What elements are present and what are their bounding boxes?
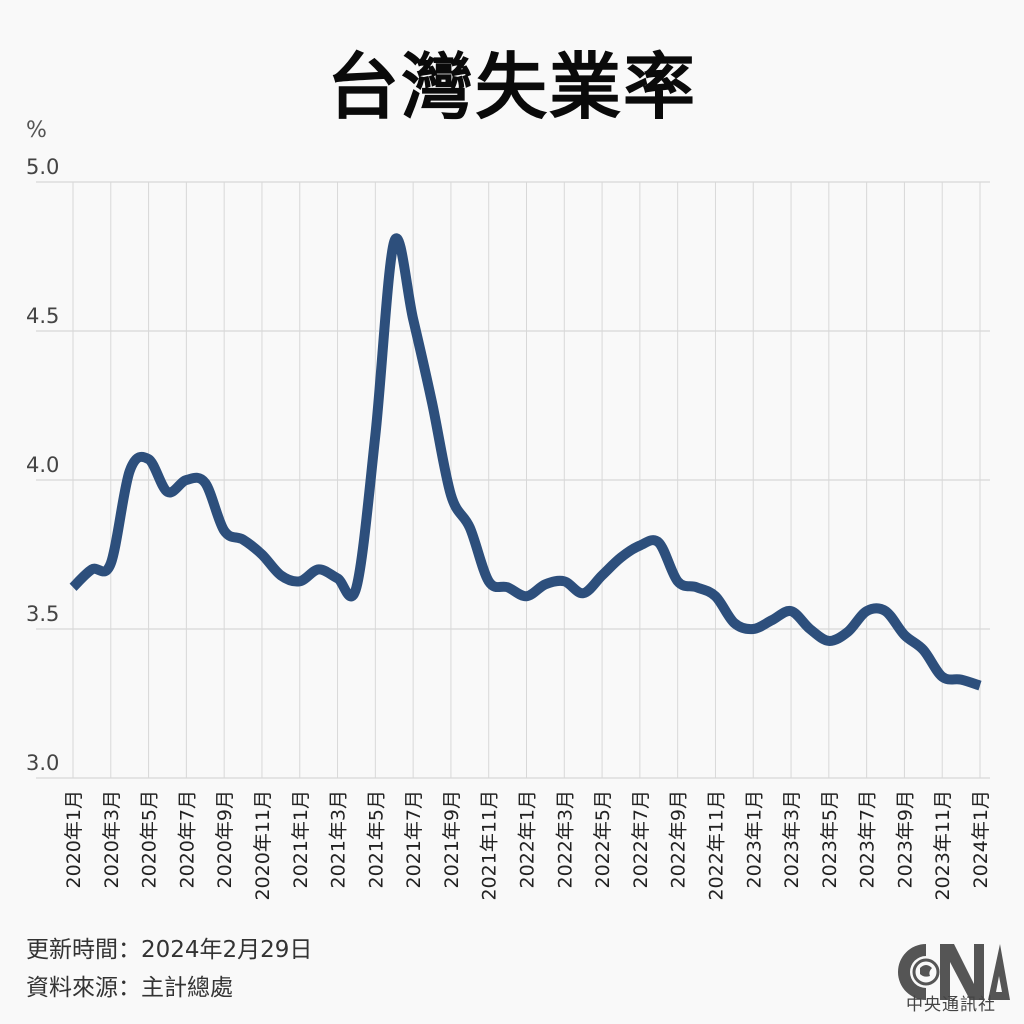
y-axis-unit: % (26, 118, 47, 143)
y-tick-label: 3.5 (26, 602, 59, 626)
data-source: 資料來源：主計總處 (26, 975, 233, 1001)
x-tick-label: 2021年5月 (365, 790, 387, 888)
chart-title: 台灣失業率 (326, 45, 697, 129)
line-chart: 3.0 3.5 4.0 4.5 5.0 2020年1月 2020年3月 2020年5月 2020… (26, 155, 992, 901)
x-tick-label: 2022年1月 (517, 790, 539, 888)
x-tick-label: 2021年7月 (403, 790, 425, 888)
x-tick-label: 2021年9月 (441, 790, 463, 888)
x-tick-label: 2022年5月 (592, 790, 614, 888)
x-tick-label: 2022年7月 (630, 790, 652, 888)
x-tick-label: 2020年1月 (63, 790, 85, 888)
x-tick-label: 2023年7月 (857, 790, 879, 888)
x-tick-label: 2021年3月 (328, 790, 350, 888)
x-tick-label: 2022年9月 (668, 790, 690, 888)
x-tick-label: 2020年9月 (214, 790, 236, 888)
x-tick-label: 2023年3月 (781, 790, 803, 888)
x-tick-label: 2021年11月 (479, 790, 501, 901)
x-tick-label: 2020年11月 (252, 790, 274, 901)
x-tick-label: 2022年11月 (705, 790, 727, 901)
x-tick-label: 2024年1月 (970, 790, 992, 888)
x-tick-label: 2023年5月 (819, 790, 841, 888)
x-tick-label: 2022年3月 (554, 790, 576, 888)
update-time: 更新時間：2024年2月29日 (26, 937, 313, 963)
x-tick-label: 2023年11月 (932, 790, 954, 901)
x-tick-label: 2020年7月 (176, 790, 198, 888)
x-tick-label: 2020年3月 (101, 790, 123, 888)
y-tick-label: 3.0 (26, 751, 59, 775)
y-tick-label: 4.0 (26, 453, 59, 477)
y-tick-label: 4.5 (26, 304, 59, 328)
y-tick-label: 5.0 (26, 155, 59, 179)
x-tick-label: 2023年9月 (894, 790, 916, 888)
cna-logo-text: 中央通訊社 (906, 995, 996, 1015)
x-tick-label: 2023年1月 (743, 790, 765, 888)
unemployment-rate-line (69, 233, 982, 691)
x-tick-label: 2020年5月 (139, 790, 161, 888)
x-tick-label: 2021年1月 (290, 790, 312, 888)
cna-logo-icon (898, 944, 1010, 1000)
